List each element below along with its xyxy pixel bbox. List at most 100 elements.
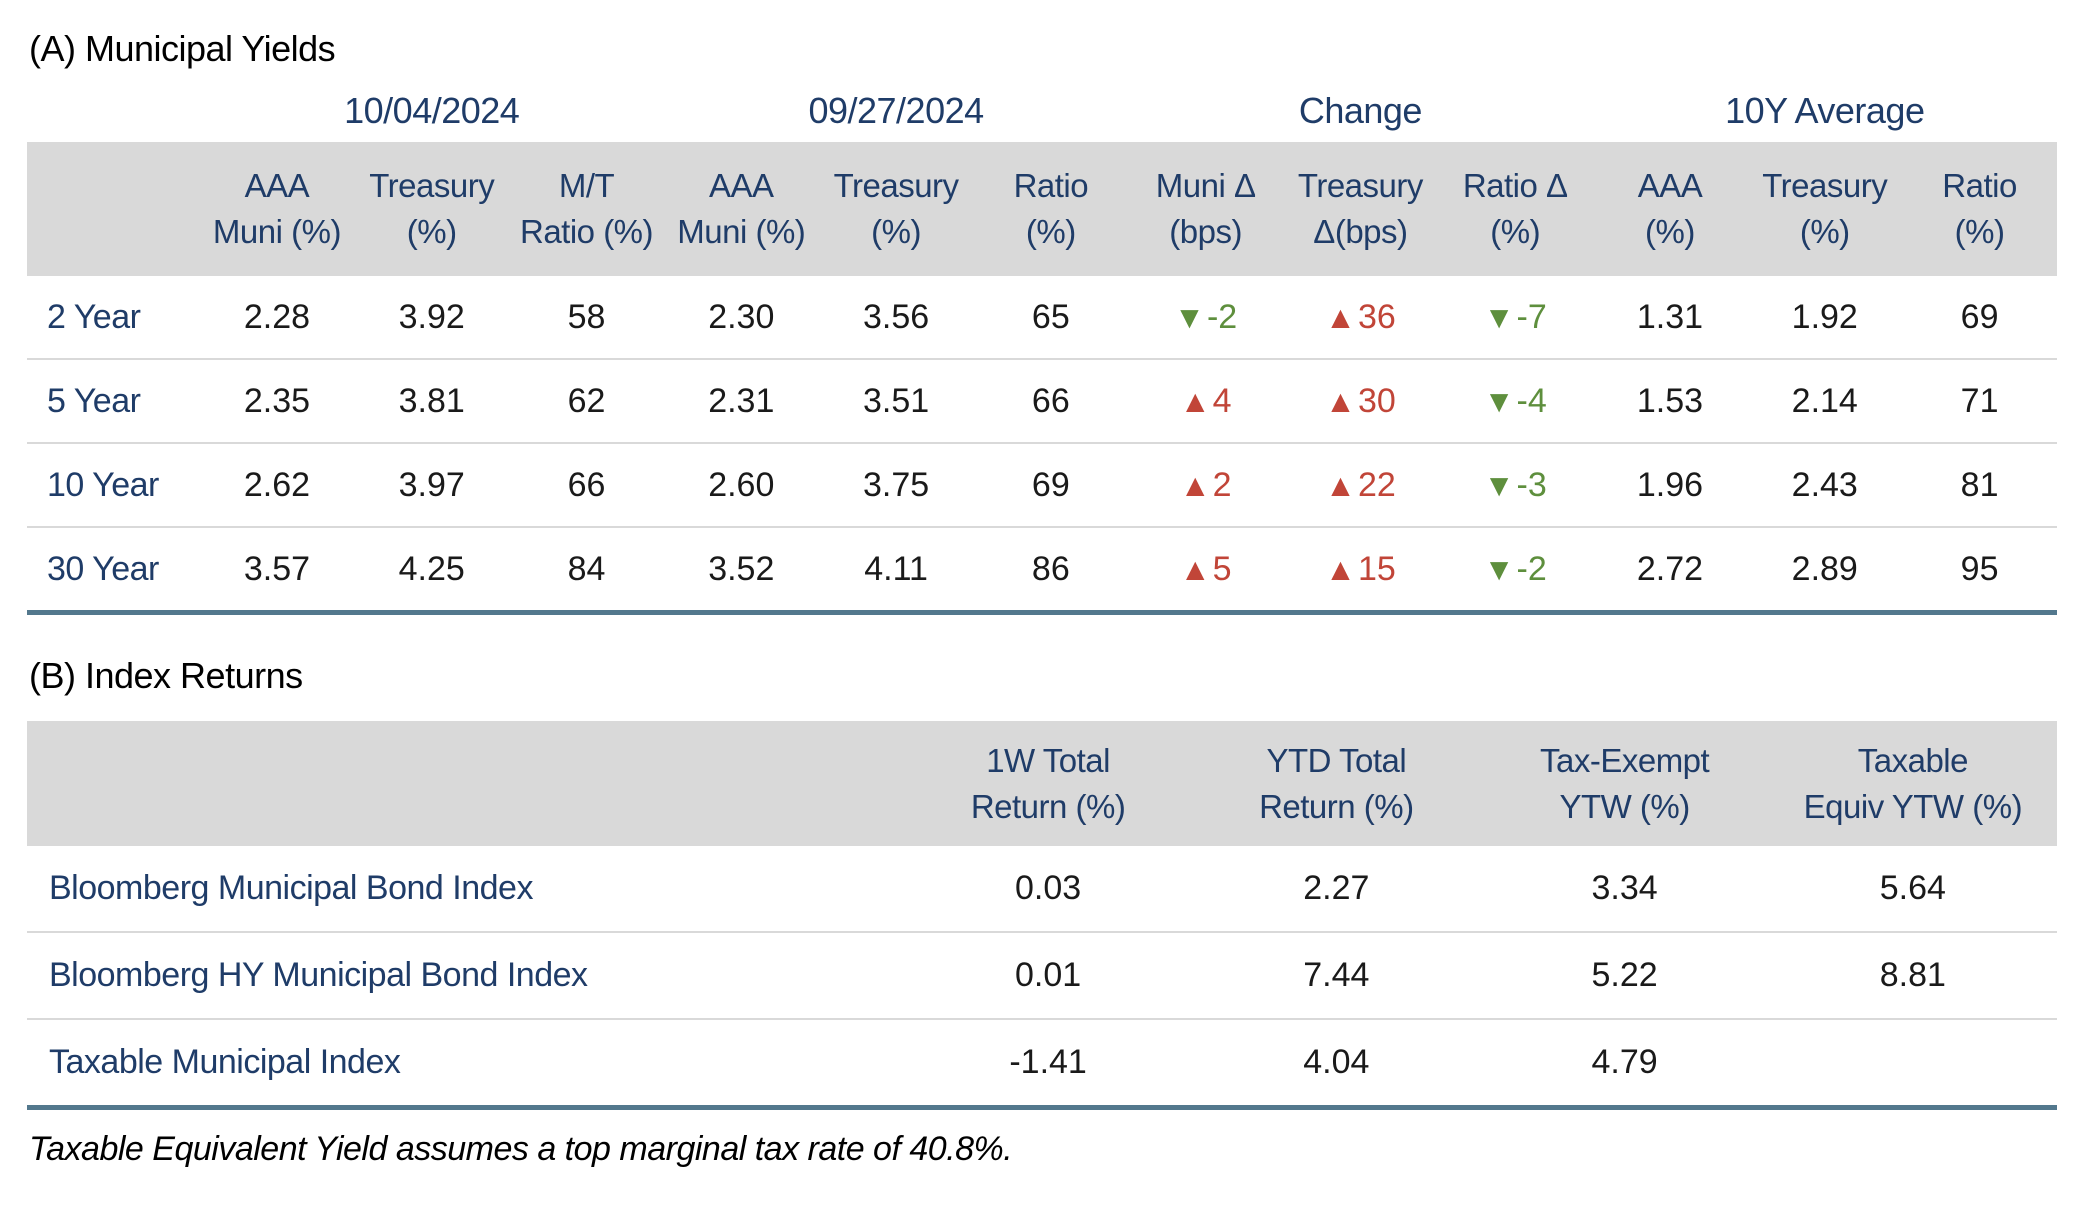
change-value: -2 <box>1206 297 1238 336</box>
data-cell: 2.60 <box>663 442 819 527</box>
data-cell <box>1768 1018 2057 1110</box>
data-cell: 1.92 <box>1791 297 1858 336</box>
section-a-title: (A) Municipal Yields <box>29 28 336 69</box>
column-header: Treasury (%) <box>1747 142 1903 276</box>
table-row-bloomberg-hy-municipal: Bloomberg HY Municipal Bond Index 0.01 7… <box>27 931 2057 1019</box>
column-header: AAA Muni (%) <box>199 142 355 276</box>
data-cell: 5.64 <box>1879 869 1946 907</box>
data-cell: 2.35 <box>199 358 355 443</box>
column-header: Ratio (%) <box>973 142 1129 276</box>
data-cell: 0.01 <box>903 931 1193 1019</box>
data-cell: 2.72 <box>1592 526 1748 615</box>
table-row-taxable-municipal: Taxable Municipal Index -1.41 4.04 4.79 <box>27 1018 2057 1110</box>
change-indicator: ▲4 <box>1180 382 1232 420</box>
group-header-change: Change <box>1298 90 1423 131</box>
row-label: 2 Year <box>47 297 141 336</box>
column-header: YTD Total Return (%) <box>1192 721 1481 846</box>
row-label: Taxable Municipal Index <box>27 1018 904 1110</box>
change-cell: ▼-2 <box>1128 276 1283 359</box>
row-label: 5 Year <box>27 358 200 443</box>
change-cell: ▲22 <box>1283 442 1438 527</box>
date-group-header-row: 10/04/2024 09/27/2024 Change 10Y Average <box>27 80 2057 142</box>
data-cell: 3.52 <box>663 526 819 615</box>
change-triangle-icon: ▼ <box>1483 467 1515 503</box>
change-triangle-icon: ▲ <box>1325 551 1356 587</box>
change-value: 15 <box>1357 549 1396 588</box>
change-triangle-icon: ▲ <box>1325 467 1356 503</box>
change-cell: ▲15 <box>1283 526 1438 615</box>
change-indicator: ▲15 <box>1325 550 1396 588</box>
column-header: AAA Muni (%) <box>663 142 819 276</box>
data-cell: 65 <box>1031 297 1070 336</box>
column-header-row: AAA Muni (%) Treasury (%) M/T Ratio (%) AAA… <box>27 142 2057 276</box>
data-cell: 4.25 <box>354 526 510 615</box>
change-indicator: ▲2 <box>1180 466 1232 504</box>
table-row-5-year: 5 Year 2.35 3.81 62 2.31 3.51 66 ▲4 ▲30 … <box>27 358 2057 443</box>
data-cell: 5.22 <box>1480 931 1769 1019</box>
column-header: Treasury Δ(bps) <box>1283 142 1438 276</box>
change-value: 2 <box>1212 465 1232 504</box>
data-cell: 69 <box>1960 297 1999 336</box>
change-indicator: ▲22 <box>1325 466 1396 504</box>
change-cell: ▲2 <box>1128 442 1284 527</box>
data-cell: 58 <box>567 297 606 336</box>
data-cell: 62 <box>509 358 664 443</box>
column-header-row: 1W Total Return (%) YTD Total Return (%) T… <box>27 721 2057 846</box>
data-cell: 3.51 <box>818 358 974 443</box>
data-cell: 2.30 <box>708 297 775 336</box>
change-value: 22 <box>1357 465 1396 504</box>
data-cell: 1.96 <box>1592 442 1748 527</box>
change-cell: ▼-7 <box>1438 276 1593 359</box>
data-cell: 3.97 <box>354 442 510 527</box>
change-indicator: ▼-3 <box>1484 466 1547 504</box>
change-cell: ▼-4 <box>1437 358 1593 443</box>
change-indicator: ▼-7 <box>1484 298 1547 336</box>
change-indicator: ▲5 <box>1180 550 1232 588</box>
data-cell: 2.62 <box>199 442 355 527</box>
change-value: 5 <box>1212 549 1232 588</box>
municipal-yields-table: 10/04/2024 09/27/2024 Change 10Y Average… <box>27 80 2057 615</box>
change-value: 30 <box>1357 381 1396 420</box>
data-cell: 84 <box>509 526 664 615</box>
change-indicator: ▼-2 <box>1174 298 1237 336</box>
row-label: Bloomberg Municipal Bond Index <box>49 869 533 907</box>
column-header-empty <box>27 721 904 846</box>
change-cell: ▲36 <box>1283 276 1438 359</box>
change-cell: ▲4 <box>1128 358 1284 443</box>
data-cell: 3.81 <box>354 358 510 443</box>
data-cell: 3.92 <box>398 297 465 336</box>
section-b-title: (B) Index Returns <box>29 655 303 696</box>
change-triangle-icon: ▲ <box>1179 551 1211 587</box>
data-cell: 81 <box>1902 442 2057 527</box>
change-triangle-icon: ▲ <box>1179 467 1211 503</box>
change-indicator: ▼-4 <box>1484 382 1547 420</box>
table-row-bloomberg-municipal: Bloomberg Municipal Bond Index 0.03 2.27… <box>27 846 2057 932</box>
change-triangle-icon: ▼ <box>1483 383 1515 419</box>
change-indicator: ▲36 <box>1325 298 1396 336</box>
data-cell: 1.31 <box>1636 297 1704 336</box>
group-header-spacer <box>27 80 200 142</box>
column-header: AAA (%) <box>1592 142 1748 276</box>
change-value: -7 <box>1516 297 1547 336</box>
data-cell: 4.79 <box>1480 1018 1769 1110</box>
column-header: Treasury (%) <box>354 142 510 276</box>
group-header-current-date: 10/04/2024 <box>344 90 520 131</box>
row-label: 10 Year <box>27 442 200 527</box>
change-value: -3 <box>1516 465 1547 504</box>
group-header-10y-average: 10Y Average <box>1725 90 1925 131</box>
data-cell: 86 <box>973 526 1129 615</box>
data-cell: 95 <box>1902 526 2057 615</box>
column-header: M/T Ratio (%) <box>509 142 664 276</box>
data-cell: 7.44 <box>1192 931 1481 1019</box>
data-cell: 66 <box>973 358 1129 443</box>
data-cell: 1.53 <box>1592 358 1748 443</box>
data-cell: 69 <box>973 442 1129 527</box>
change-triangle-icon: ▲ <box>1325 299 1356 335</box>
change-triangle-icon: ▲ <box>1179 383 1211 419</box>
change-triangle-icon: ▲ <box>1325 383 1356 419</box>
data-cell: 2.43 <box>1747 442 1903 527</box>
row-label: 30 Year <box>27 526 200 615</box>
change-value: 4 <box>1212 381 1232 420</box>
report-page: (A) Municipal Yields 10/04/2024 09/27/20… <box>27 28 2057 1168</box>
index-returns-table: 1W Total Return (%) YTD Total Return (%) T… <box>27 721 2057 1110</box>
